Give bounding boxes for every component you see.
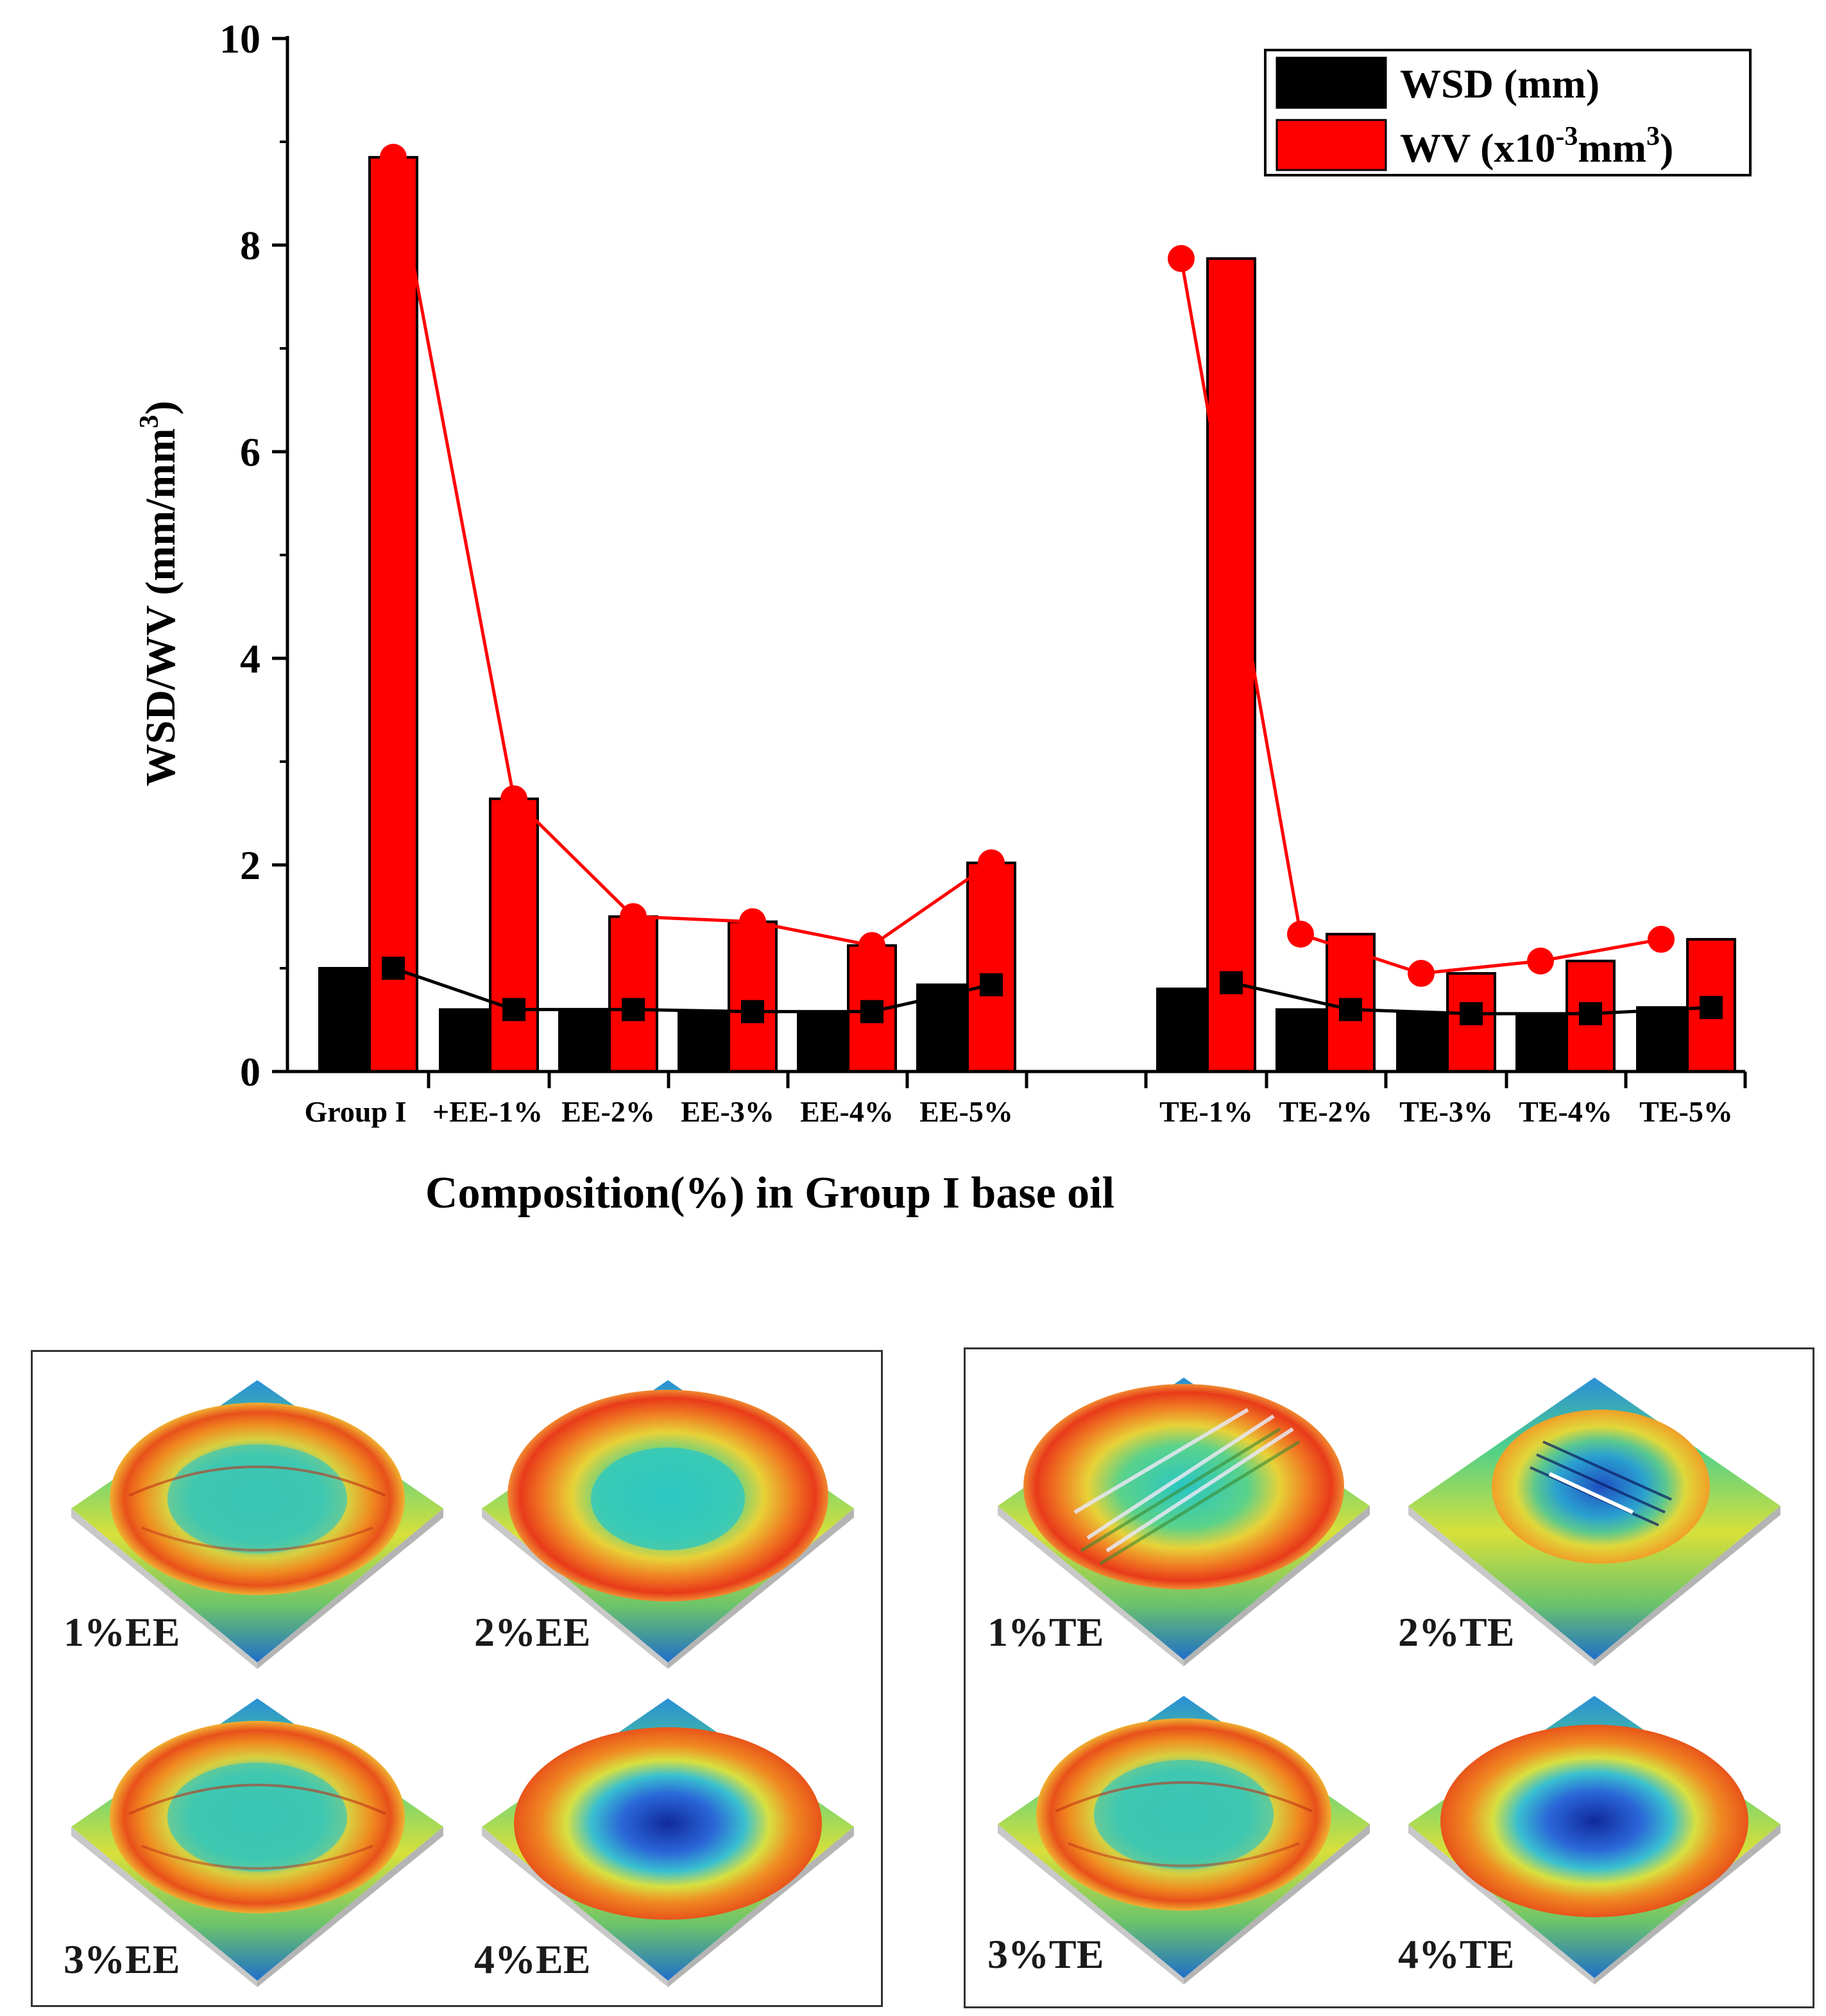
wv-bar <box>966 861 1016 1073</box>
wsd-marker <box>502 998 525 1021</box>
x-tick-label: EE-5% <box>919 1095 1013 1128</box>
wv-bar <box>1206 257 1256 1073</box>
x-tick-label: TE-4% <box>1519 1095 1612 1128</box>
x-axis-label: Composition(%) in Group I base oil <box>425 1168 1114 1218</box>
wsd-marker <box>741 1000 764 1023</box>
wsd-bar <box>916 983 966 1073</box>
tile-label: 3%TE <box>987 1931 1104 1977</box>
wsd-line <box>393 966 992 1014</box>
wv-marker <box>500 785 527 812</box>
wsd-marker <box>1579 1002 1602 1025</box>
wv-bar <box>368 156 418 1073</box>
wv-bar <box>728 920 778 1073</box>
tile-label: 1%EE <box>64 1609 180 1655</box>
legend-swatch-wv <box>1276 119 1387 171</box>
legend-label-wsd: WSD (mm) <box>1400 61 1600 107</box>
wsd-marker <box>1339 998 1362 1021</box>
y-axis-label: WSD/WV (mm/mm3) <box>135 401 184 787</box>
wv-marker <box>1168 244 1195 272</box>
wsd-marker <box>1220 971 1243 995</box>
te-wear-scar-panel: 1%TE 2%TE 3%TE 4%TE <box>964 1347 1814 2008</box>
wsd-bar <box>1636 1006 1686 1073</box>
wv-marker <box>978 849 1005 876</box>
tile-label: 2%EE <box>474 1609 591 1655</box>
wsd-bar <box>678 1010 728 1073</box>
wv-bar <box>608 915 658 1073</box>
x-tick-label: TE-2% <box>1279 1095 1372 1128</box>
x-tick-label: +EE-1% <box>432 1095 543 1128</box>
wsd-bar <box>1515 1012 1566 1073</box>
wsd-marker <box>980 973 1003 996</box>
tile-label: 4%EE <box>474 1936 591 1982</box>
wv-marker <box>380 144 407 171</box>
legend: WSD (mm) WV (x10-3mm3) <box>1264 49 1752 176</box>
ee-wear-scar-panel: 1%EE 2%EE 3%EE 4%EE <box>31 1350 883 2007</box>
wv-marker <box>1287 920 1314 948</box>
tile-label: 1%TE <box>987 1609 1104 1655</box>
y-tick-label: 2 <box>240 842 260 888</box>
x-tick-label: TE-1% <box>1159 1095 1253 1128</box>
tick-labels: 0 2 4 6 8 10 Group I +EE-1% EE-2% EE-3% EE-4% EE-5%… <box>219 16 1733 1128</box>
wsd-bar <box>1276 1008 1326 1073</box>
y-tick-label: 8 <box>240 223 260 268</box>
y-tick-label: 6 <box>240 429 260 475</box>
wsd-bar <box>318 967 368 1073</box>
wsd-marker <box>382 957 405 980</box>
wv-marker <box>1648 925 1675 953</box>
wsd-marker <box>622 998 645 1021</box>
wsd-marker <box>860 1000 883 1023</box>
wv-bar <box>489 797 539 1073</box>
y-tick-label: 4 <box>240 636 260 681</box>
wsd-bar <box>558 1008 608 1073</box>
x-tick-label: EE-4% <box>800 1095 894 1128</box>
wv-marker <box>620 903 647 930</box>
x-tick-label: Group I <box>305 1095 407 1128</box>
tile-label: 4%TE <box>1398 1931 1515 1977</box>
tile-label: 3%EE <box>64 1936 180 1982</box>
wsd-bar <box>439 1008 489 1073</box>
wv-marker <box>1408 960 1435 987</box>
tile-label: 2%TE <box>1398 1609 1515 1655</box>
legend-swatch-wsd <box>1276 56 1387 109</box>
wsd-marker <box>1700 996 1723 1020</box>
wsd-bar <box>1396 1012 1446 1073</box>
wsd-bar <box>797 1010 847 1073</box>
y-tick-label: 10 <box>219 16 260 62</box>
x-tick-label: TE-5% <box>1639 1095 1733 1128</box>
bar-series-group <box>318 156 1736 1073</box>
wear-chart: 0 2 4 6 8 10 Group I +EE-1% EE-2% EE-3% EE-4% EE-5%… <box>135 16 1752 1218</box>
x-tick-label: TE-3% <box>1399 1095 1493 1128</box>
wsd-marker <box>1460 1002 1483 1025</box>
wv-marker <box>739 908 766 935</box>
wv-marker <box>1527 947 1554 975</box>
x-tick-label: EE-3% <box>681 1095 774 1128</box>
line-series-group <box>380 144 1723 1025</box>
wv-line <box>391 157 993 948</box>
legend-label-wv: WV (x10-3mm3) <box>1400 122 1673 171</box>
y-tick-label: 0 <box>240 1049 260 1095</box>
x-tick-label: EE-2% <box>561 1095 655 1128</box>
axes <box>272 36 1747 1088</box>
wv-marker <box>858 932 885 959</box>
wsd-bar <box>1156 987 1206 1073</box>
